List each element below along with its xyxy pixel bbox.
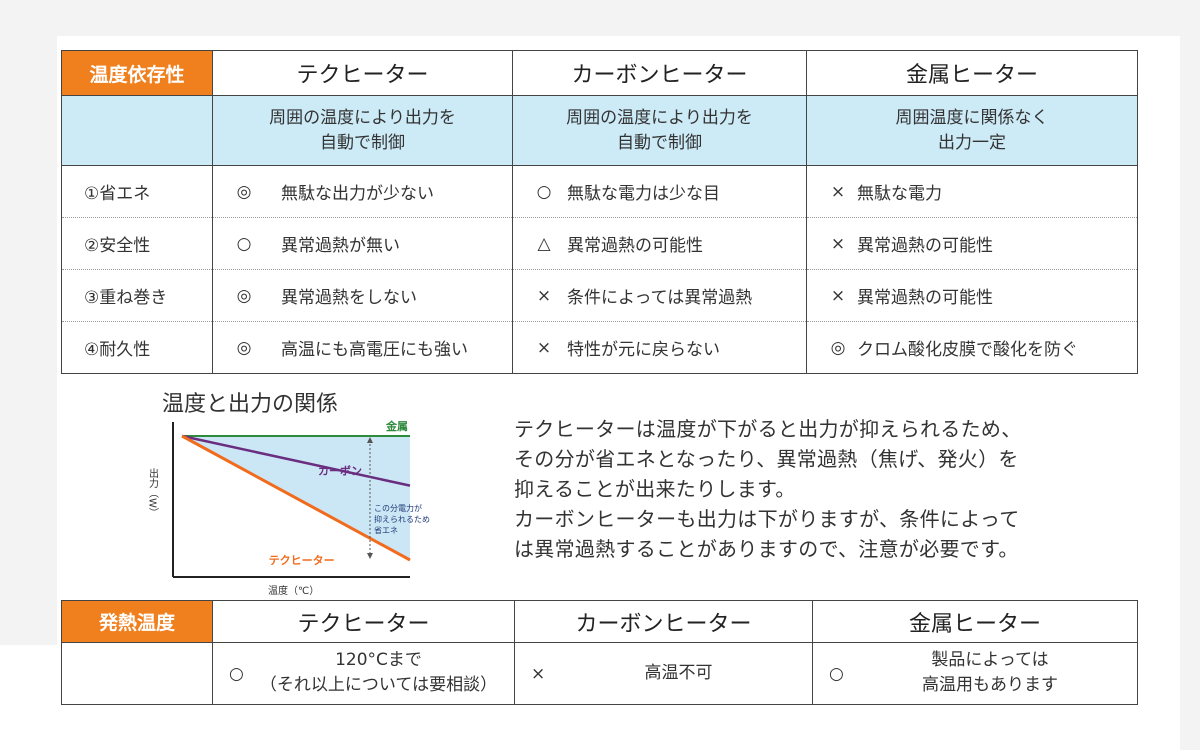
header-tech-heater: テクヒーター — [212, 50, 513, 96]
rating-mark: ○ — [829, 663, 844, 684]
rating-mark: × — [531, 663, 546, 684]
row-label: ③重ね巻き — [61, 269, 213, 322]
table2-tag: 発熱温度 — [61, 600, 213, 643]
rating-mark: ◎ — [830, 337, 846, 358]
table-cell: × 高温不可 — [514, 642, 813, 705]
table-cell: × 異常過熱の可能性 — [806, 269, 1138, 322]
table-cell: ○ 無駄な電力は少な目 — [512, 165, 807, 218]
rating-mark: ○ — [536, 181, 552, 202]
table-cell: × 条件によっては異常過熱 — [512, 269, 807, 322]
rating-mark: △ — [537, 233, 551, 254]
header-tech-heater: テクヒーター — [212, 600, 515, 643]
row-label: ②安全性 — [61, 217, 213, 270]
arrow-head-up — [367, 437, 373, 443]
series-line-carbon — [181, 434, 411, 487]
rating-mark: ◎ — [236, 337, 252, 358]
annotation-line-3: 省エネ — [374, 525, 398, 535]
table-row: ①省エネ ◎ 無駄な出力が少ない ○ 無駄な電力は少な目 × 無駄な電力 — [61, 165, 1138, 218]
x-axis-label: 温度（℃） — [268, 584, 319, 597]
heat-temperature-table: 発熱温度 テクヒーター カーボンヒーター 金属ヒーター ○ 120°Cまで （それ… — [61, 600, 1138, 705]
rating-mark: × — [830, 233, 846, 254]
arrow-head-down — [367, 553, 373, 559]
y-axis-label: 出力（W） — [148, 467, 159, 518]
table-cell: ○ 製品によっては 高温用もあります — [812, 642, 1138, 705]
desc-carbon-heater: 周囲の温度により出力を 自動で制御 — [512, 95, 807, 166]
rating-mark: ◎ — [236, 181, 252, 202]
series-label-metal: 金属 — [385, 419, 408, 433]
desc-blank-cell — [61, 95, 213, 166]
table-cell: △ 異常過熱の可能性 — [512, 217, 807, 270]
table-cell: ◎ 異常過熱をしない — [212, 269, 513, 322]
header-metal-heater: 金属ヒーター — [812, 600, 1138, 643]
table-cell: × 特性が元に戻らない — [512, 321, 807, 374]
rating-mark: ○ — [229, 663, 244, 684]
chart-title: 温度と出力の関係 — [162, 392, 339, 417]
header-carbon-heater: カーボンヒーター — [514, 600, 813, 643]
rating-mark: ○ — [236, 233, 252, 254]
blank-cell — [61, 642, 213, 705]
table-cell: × 無駄な電力 — [806, 165, 1138, 218]
temperature-dependence-table: 温度依存性 テクヒーター カーボンヒーター 金属ヒーター 周囲の温度により出力を… — [61, 50, 1138, 374]
header-carbon-heater: カーボンヒーター — [512, 50, 807, 96]
table-cell: × 異常過熱の可能性 — [806, 217, 1138, 270]
table-row: ②安全性 ○ 異常過熱が無い △ 異常過熱の可能性 × 異常過熱の可能性 — [61, 217, 1138, 270]
row-label: ④耐久性 — [61, 321, 213, 374]
table-cell: ◎ 無駄な出力が少ない — [212, 165, 513, 218]
rating-mark: ◎ — [236, 285, 252, 306]
table-cell: ○ 異常過熱が無い — [212, 217, 513, 270]
table-cell: ◎ クロム酸化皮膜で酸化を防ぐ — [806, 321, 1138, 374]
desc-tech-heater: 周囲の温度により出力を 自動で制御 — [212, 95, 513, 166]
rating-mark: × — [830, 181, 846, 202]
table-cell: ◎ 高温にも高電圧にも強い — [212, 321, 513, 374]
series-label-tech: テクヒーター — [269, 554, 335, 567]
temperature-output-chart: 金属 カーボン テクヒーター この分電力が 抑えられるため 省エネ 温度（℃） … — [148, 419, 430, 597]
rating-mark: × — [830, 285, 846, 306]
annotation-line-2: 抑えられるため — [374, 514, 430, 524]
table1-tag: 温度依存性 — [61, 50, 213, 96]
series-label-carbon: カーボン — [318, 464, 362, 478]
table-cell: ○ 120°Cまで （それ以上については要相談） — [212, 642, 515, 705]
table-row: ④耐久性 ◎ 高温にも高電圧にも強い × 特性が元に戻らない ◎ クロム酸化皮膜で酸化… — [61, 321, 1138, 374]
rating-mark: × — [536, 337, 552, 358]
desc-metal-heater: 周囲温度に関係なく 出力一定 — [806, 95, 1138, 166]
series-line-tech — [181, 434, 411, 562]
row-label: ①省エネ — [61, 165, 213, 218]
table-row: ③重ね巻き ◎ 異常過熱をしない × 条件によっては異常過熱 × 異常過熱の可能性 — [61, 269, 1138, 322]
annotation-line-1: この分電力が — [374, 503, 422, 513]
header-metal-heater: 金属ヒーター — [806, 50, 1138, 96]
rating-mark: × — [536, 285, 552, 306]
margin-strip — [0, 645, 57, 750]
explanation-paragraph: テクヒーターは温度が下がると出力が抑えられるため、 その分が省エネとなったり、異… — [514, 417, 1022, 561]
